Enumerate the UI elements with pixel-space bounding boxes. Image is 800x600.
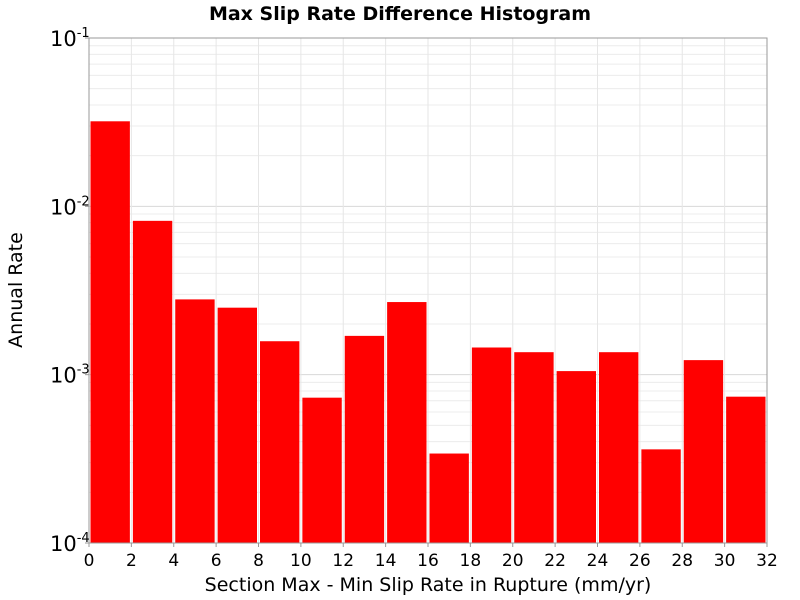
x-tick-label: 8 bbox=[253, 551, 264, 571]
y-tick-base: 10 bbox=[50, 27, 77, 51]
x-axis-ticks: 0 2 4 6 8 10 12 14 16 18 20 22 24 26 28 30 32 bbox=[84, 543, 778, 571]
histogram-bar bbox=[683, 360, 724, 543]
x-tick-label: 24 bbox=[587, 551, 609, 571]
histogram-bar bbox=[260, 341, 300, 543]
y-tick-exponent: -1 bbox=[77, 26, 90, 41]
histogram-bar bbox=[387, 302, 427, 543]
y-tick-label: 10-2 bbox=[50, 194, 90, 219]
y-tick-base: 10 bbox=[50, 532, 77, 556]
x-tick-label: 10 bbox=[290, 551, 312, 571]
x-axis-label: Section Max - Min Slip Rate in Rupture (… bbox=[205, 574, 652, 596]
x-tick-label: 26 bbox=[629, 551, 651, 571]
x-tick-label: 0 bbox=[84, 551, 95, 571]
y-tick-label: 10-3 bbox=[50, 363, 90, 388]
x-tick-label: 28 bbox=[671, 551, 693, 571]
y-tick-label: 10-1 bbox=[50, 26, 90, 51]
x-tick-label: 32 bbox=[756, 551, 778, 571]
x-tick-label: 4 bbox=[168, 551, 179, 571]
x-tick-label: 20 bbox=[502, 551, 524, 571]
histogram-bar bbox=[599, 352, 639, 543]
x-tick-label: 12 bbox=[332, 551, 354, 571]
y-tick-label: 10-4 bbox=[50, 531, 90, 556]
y-tick-base: 10 bbox=[50, 195, 77, 219]
histogram-bar bbox=[429, 453, 469, 543]
x-tick-label: 22 bbox=[544, 551, 566, 571]
x-tick-label: 18 bbox=[460, 551, 482, 571]
histogram-bar bbox=[132, 220, 173, 543]
x-tick-label: 16 bbox=[417, 551, 439, 571]
y-tick-exponent: -2 bbox=[77, 194, 90, 209]
histogram-bar bbox=[344, 335, 385, 543]
histogram-bar bbox=[514, 352, 554, 543]
y-tick-base: 10 bbox=[50, 364, 77, 388]
histogram-bar bbox=[471, 347, 512, 543]
histogram-bar bbox=[641, 449, 681, 543]
chart-title: Max Slip Rate Difference Histogram bbox=[209, 3, 591, 25]
histogram-bar bbox=[175, 299, 215, 543]
y-axis-label: Annual Rate bbox=[5, 232, 27, 348]
histogram-bar bbox=[556, 371, 596, 543]
y-tick-exponent: -4 bbox=[77, 531, 90, 546]
x-tick-label: 2 bbox=[126, 551, 137, 571]
histogram-bar bbox=[90, 121, 130, 544]
y-axis-ticks: 10-410-310-210-1 bbox=[50, 26, 90, 556]
bar-series bbox=[90, 121, 766, 544]
x-tick-label: 30 bbox=[714, 551, 736, 571]
histogram-bar bbox=[217, 307, 257, 543]
histogram-bar bbox=[726, 396, 766, 543]
x-tick-label: 6 bbox=[211, 551, 222, 571]
y-tick-exponent: -3 bbox=[77, 363, 90, 378]
x-tick-label: 14 bbox=[375, 551, 397, 571]
histogram-bar bbox=[302, 397, 342, 543]
